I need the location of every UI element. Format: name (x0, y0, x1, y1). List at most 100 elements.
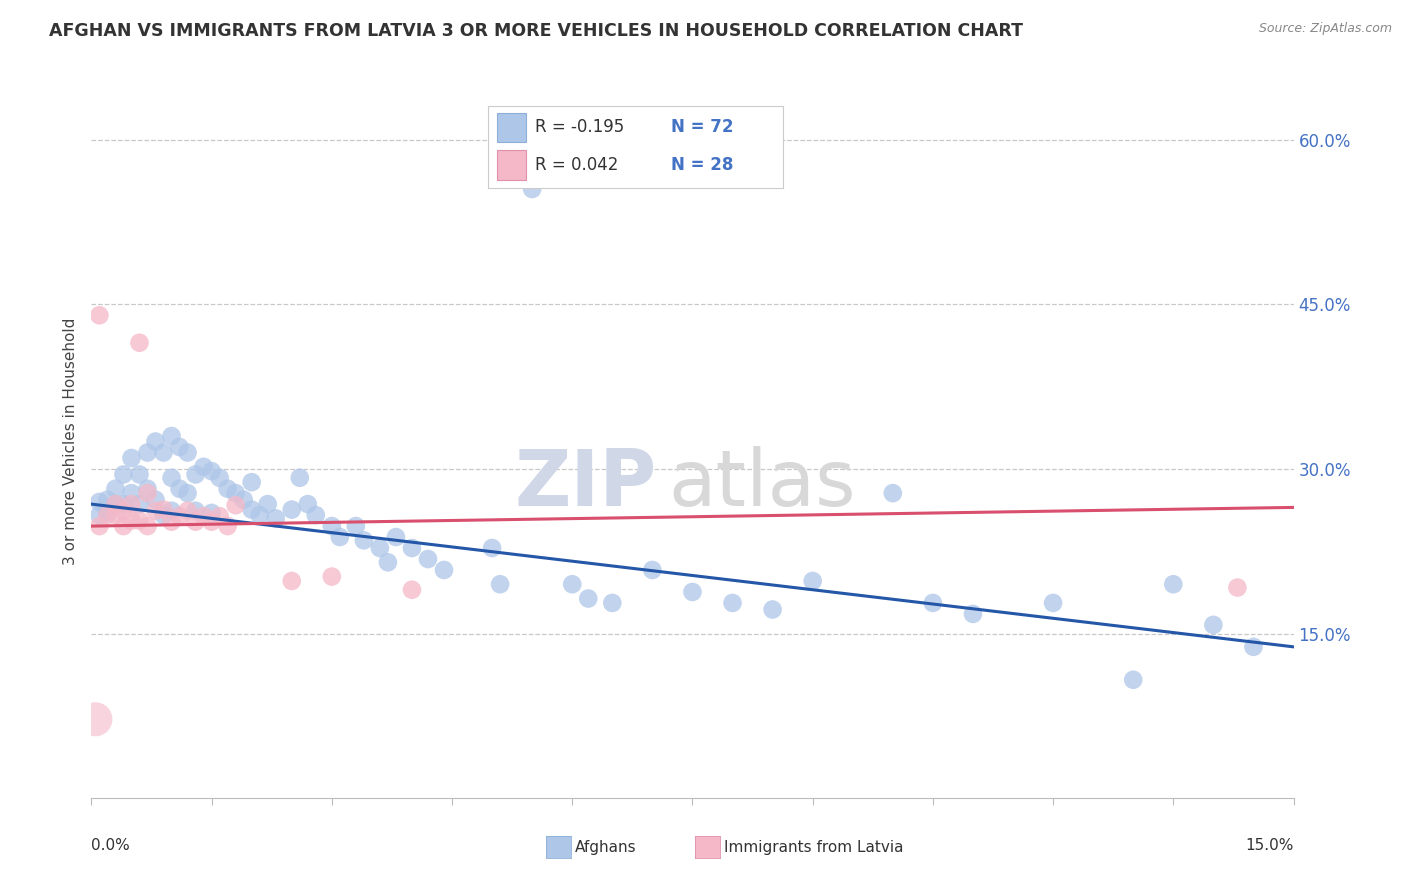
Point (217, 482, 239, 496)
Point (321, 569, 343, 583)
Point (112, 504, 135, 518)
Point (152, 508, 174, 522)
Point (176, 486, 198, 500)
Point (288, 471, 311, 485)
Point (176, 445, 198, 459)
Point (433, 563, 456, 577)
Text: N = 72: N = 72 (671, 119, 733, 136)
Point (160, 429, 183, 443)
Point (121, 514, 143, 528)
Point (1202, 618, 1225, 632)
Point (96, 508, 118, 522)
Point (481, 541, 503, 555)
Point (401, 541, 423, 555)
Text: N = 28: N = 28 (671, 156, 733, 174)
Point (89, 308, 111, 322)
Point (641, 563, 664, 577)
Point (193, 459, 215, 474)
Point (128, 514, 150, 528)
Point (264, 511, 287, 525)
Point (344, 519, 367, 533)
Point (121, 450, 143, 465)
Point (145, 434, 167, 449)
Point (1163, 577, 1185, 591)
Point (353, 533, 375, 548)
Point (169, 482, 191, 496)
Point (281, 502, 304, 516)
Point (121, 497, 143, 511)
Point (561, 577, 583, 591)
Point (136, 482, 159, 496)
Point (576, 591, 599, 606)
Text: Immigrants from Latvia: Immigrants from Latvia (724, 840, 904, 855)
Point (922, 596, 945, 610)
Point (89, 495, 111, 509)
Point (96, 506, 118, 520)
Point (962, 607, 984, 621)
Point (160, 515, 183, 529)
Point (416, 552, 439, 566)
Point (136, 486, 159, 500)
Point (385, 530, 408, 544)
Point (145, 492, 167, 507)
Point (152, 502, 174, 516)
Point (225, 498, 247, 512)
Point (89, 519, 111, 533)
Point (89, 508, 111, 522)
Point (160, 504, 183, 518)
Text: R = -0.195: R = -0.195 (536, 119, 624, 136)
Text: atlas: atlas (668, 446, 856, 523)
Point (522, 182, 544, 196)
Point (281, 574, 304, 588)
Text: ZIP: ZIP (515, 446, 657, 523)
Point (882, 486, 904, 500)
Point (104, 482, 127, 496)
Point (602, 596, 624, 610)
FancyBboxPatch shape (496, 112, 526, 142)
Point (121, 486, 143, 500)
Text: Source: ZipAtlas.com: Source: ZipAtlas.com (1258, 22, 1392, 36)
Point (232, 492, 254, 507)
Point (112, 467, 135, 482)
Point (329, 530, 352, 544)
Point (305, 508, 328, 522)
Point (377, 555, 399, 569)
Point (136, 445, 159, 459)
Point (193, 509, 215, 524)
Point (160, 471, 183, 485)
Point (136, 519, 159, 533)
Point (208, 509, 231, 524)
Point (201, 515, 224, 529)
Point (184, 467, 207, 482)
Point (1122, 673, 1144, 687)
Point (208, 471, 231, 485)
Point (176, 504, 198, 518)
Point (721, 596, 744, 610)
Text: Afghans: Afghans (575, 840, 637, 855)
Text: 15.0%: 15.0% (1246, 838, 1294, 853)
Text: 0.0%: 0.0% (91, 838, 131, 853)
Point (762, 602, 785, 616)
Point (128, 335, 150, 350)
Point (145, 504, 167, 518)
Point (1226, 581, 1249, 595)
FancyBboxPatch shape (496, 151, 526, 180)
Point (184, 504, 207, 518)
Point (184, 515, 207, 529)
Point (96, 492, 118, 507)
Point (128, 467, 150, 482)
Point (84, 712, 107, 726)
Point (256, 497, 278, 511)
Point (169, 509, 191, 524)
Point (225, 486, 247, 500)
Point (321, 519, 343, 533)
Point (1042, 596, 1064, 610)
Point (401, 582, 423, 597)
Point (801, 574, 824, 588)
Point (201, 464, 224, 478)
Point (489, 577, 512, 591)
Point (368, 541, 391, 555)
Point (104, 497, 127, 511)
Point (240, 502, 263, 516)
Point (169, 440, 191, 454)
